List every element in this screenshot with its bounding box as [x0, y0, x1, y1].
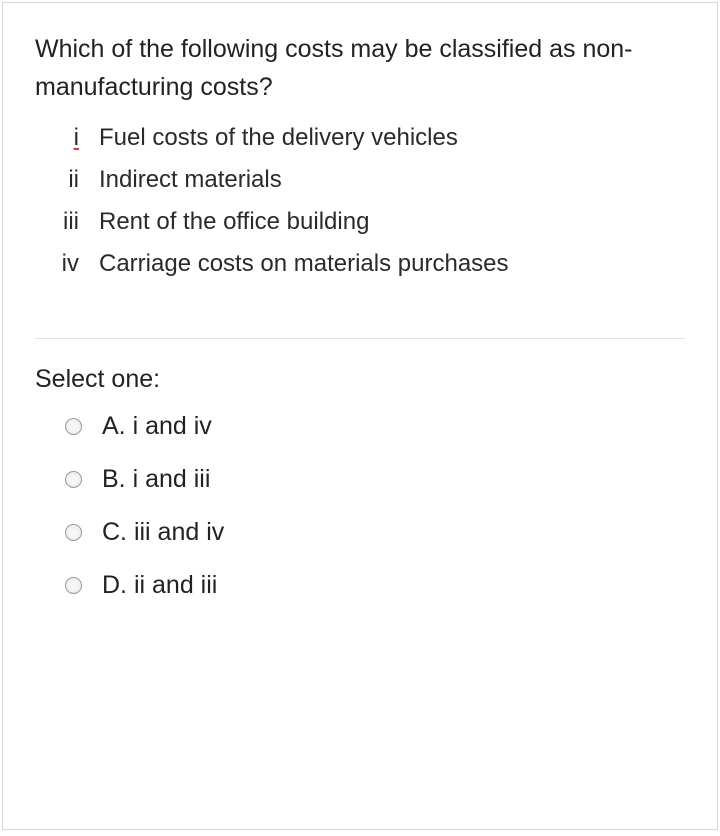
option-b[interactable]: B. i and iii [65, 465, 685, 494]
question-text: Which of the following costs may be clas… [35, 31, 685, 106]
roman-numeral: ii [35, 166, 99, 194]
options-list: A. i and iv B. i and iii C. iii and iv D… [35, 412, 685, 600]
radio-d[interactable] [65, 577, 82, 594]
option-c[interactable]: C. iii and iv [65, 518, 685, 547]
radio-b[interactable] [65, 471, 82, 488]
question-container: Which of the following costs may be clas… [2, 2, 718, 830]
separator [35, 338, 685, 339]
select-one-label: Select one: [35, 365, 685, 394]
roman-item-text: Indirect materials [99, 166, 282, 194]
roman-item: ii Indirect materials [35, 166, 685, 194]
roman-item-text: Fuel costs of the delivery vehicles [99, 124, 458, 152]
option-d[interactable]: D. ii and iii [65, 571, 685, 600]
option-a[interactable]: A. i and iv [65, 412, 685, 441]
radio-c[interactable] [65, 524, 82, 541]
roman-numeral: iii [35, 208, 99, 236]
option-letter: C. [102, 518, 127, 547]
option-text: i and iv [133, 412, 212, 441]
option-text: iii and iv [134, 518, 224, 547]
roman-item: i Fuel costs of the delivery vehicles [35, 124, 685, 152]
roman-item: iv Carriage costs on materials purchases [35, 250, 685, 278]
roman-numeral: i [35, 124, 99, 152]
roman-item-text: Carriage costs on materials purchases [99, 250, 509, 278]
option-letter: B. [102, 465, 126, 494]
roman-item: iii Rent of the office building [35, 208, 685, 236]
radio-a[interactable] [65, 418, 82, 435]
roman-list: i Fuel costs of the delivery vehicles ii… [35, 124, 685, 278]
roman-numeral: iv [35, 250, 99, 278]
option-text: i and iii [133, 465, 211, 494]
option-text: ii and iii [134, 571, 217, 600]
option-letter: A. [102, 412, 126, 441]
option-letter: D. [102, 571, 127, 600]
roman-item-text: Rent of the office building [99, 208, 369, 236]
